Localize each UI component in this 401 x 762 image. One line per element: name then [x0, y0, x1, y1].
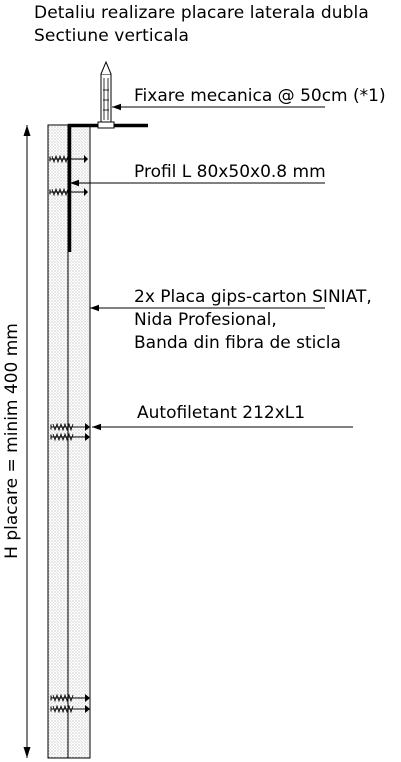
height-dimension: H placare = minim 400 mm	[2, 125, 31, 758]
l-profile	[67, 123, 148, 252]
callout-boards-line-1: 2x Placa gips-carton SINIAT,	[134, 287, 372, 307]
board-screw-middle-2	[50, 432, 90, 442]
board-screw-bottom-1	[50, 693, 90, 703]
gypsum-boards	[47, 124, 91, 759]
callout-boards-line-2: Nida Profesional,	[134, 310, 277, 330]
board-screw-middle-1	[50, 422, 90, 432]
gypsum-board-inner	[67, 124, 91, 759]
drawing-title: Detaliu realizare placare laterala dubla…	[34, 2, 369, 48]
profile-screw-upper	[49, 154, 88, 164]
height-dimension-label: H placare = minim 400 mm	[2, 323, 22, 559]
mechanical-fixing-anchor	[97, 60, 115, 129]
callout-screw: Autofiletant 212xL1	[137, 403, 305, 423]
gypsum-board-outer	[47, 124, 69, 759]
title-line-2: Sectiune verticala	[34, 26, 189, 46]
leader-lines	[70, 103, 353, 431]
profile-screw-lower	[49, 187, 88, 197]
callout-profile: Profil L 80x50x0.8 mm	[134, 162, 326, 182]
title-line-1: Detaliu realizare placare laterala dubla	[34, 3, 369, 23]
callout-fixing: Fixare mecanica @ 50cm (*1)	[134, 86, 386, 106]
callout-boards-line-3: Banda din fibra de sticla	[134, 333, 341, 353]
board-screw-bottom-2	[50, 704, 90, 714]
